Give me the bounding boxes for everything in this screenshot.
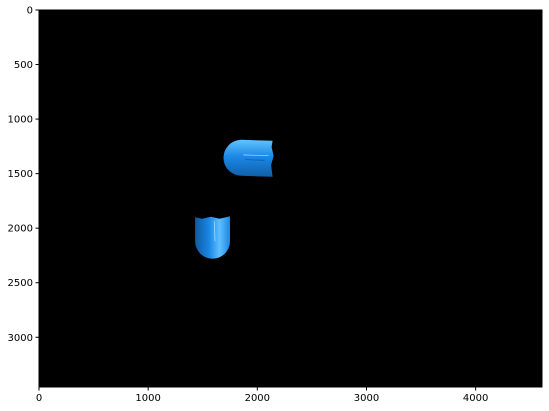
y-tick-label: 3000 <box>8 333 33 344</box>
y-tick-label: 1000 <box>8 115 33 126</box>
plot-frame <box>38 9 543 388</box>
image-area <box>39 10 542 387</box>
capsule-vertical <box>195 216 231 259</box>
y-tick-label: 1500 <box>8 169 33 180</box>
y-axis: 0 500 1000 1500 2000 2500 3000 <box>8 6 39 344</box>
y-tick-label: 2000 <box>8 224 33 235</box>
capsule-horizontal <box>223 139 274 177</box>
y-tick-label: 0 <box>27 6 33 17</box>
x-tick-label: 1000 <box>135 393 160 404</box>
x-axis: 0 1000 2000 3000 4000 <box>36 387 488 404</box>
x-tick-label: 2000 <box>245 393 270 404</box>
x-tick-label: 0 <box>36 393 42 404</box>
y-tick-label: 500 <box>14 60 33 71</box>
x-tick-label: 4000 <box>463 393 488 404</box>
y-tick-label: 2500 <box>8 278 33 289</box>
x-tick-label: 3000 <box>354 393 379 404</box>
